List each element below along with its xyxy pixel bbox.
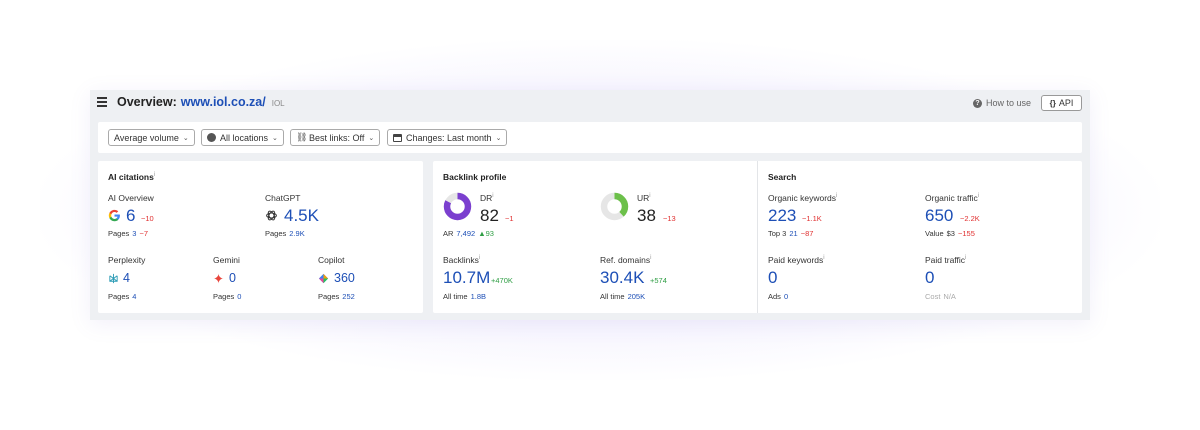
chevron-down-icon: ⌄	[368, 134, 375, 142]
dr-label: DRi	[480, 193, 494, 203]
braces-icon: {}	[1049, 98, 1056, 108]
changes-dropdown[interactable]: Changes: Last month ⌄	[387, 129, 508, 146]
section-divider	[757, 161, 758, 313]
ai-overview-delta: −10	[141, 214, 154, 223]
domain-link[interactable]: www.iol.co.za/	[180, 95, 266, 109]
paid-traffic-label: Paid traffici	[925, 255, 967, 265]
backlinks-all-time: All time 1.8B	[443, 292, 487, 301]
perplexity-icon	[109, 273, 118, 284]
ur-label: URi	[637, 193, 651, 203]
overview-widget: Overview: www.iol.co.za/IOL ? How to use …	[90, 90, 1090, 320]
dr-delta: −1	[505, 214, 514, 223]
ref-domains-label: Ref. domainsi	[600, 255, 652, 265]
api-button[interactable]: {} API	[1041, 95, 1082, 111]
backlinks-delta: +470K	[491, 276, 513, 285]
ref-domains-delta: +574	[650, 276, 667, 285]
organic-keywords-value[interactable]: 223	[768, 206, 797, 225]
header-bar: Overview: www.iol.co.za/IOL ? How to use …	[90, 90, 1090, 117]
ads-line: Ads 0	[768, 292, 789, 301]
gemini-value[interactable]: 0	[229, 271, 236, 285]
gemini-pages: Pages 0	[213, 292, 242, 301]
title-label: Overview:	[117, 95, 177, 109]
cost-line: Cost N/A	[925, 292, 956, 301]
search-title: Search	[768, 172, 797, 182]
ref-domains-all-time: All time 205K	[600, 292, 646, 301]
ai-overview-value[interactable]: 6	[126, 206, 136, 225]
ur-delta: −13	[663, 214, 676, 223]
paid-keywords-value[interactable]: 0	[768, 268, 778, 287]
chatgpt-pages: Pages 2.9K	[265, 229, 305, 238]
organic-keywords-label: Organic keywordsi	[768, 193, 838, 203]
chevron-down-icon: ⌄	[272, 134, 278, 142]
question-icon: ?	[973, 98, 982, 108]
chatgpt-label: ChatGPT	[265, 193, 301, 203]
organic-traffic-value[interactable]: 650	[925, 206, 954, 225]
ai-citations-panel: AI citationsi AI Overview 6 −10 Pages 3 −7…	[98, 161, 423, 313]
top3-line: Top 3 21 −87	[768, 229, 814, 238]
perplexity-pages: Pages 4	[108, 292, 137, 301]
organic-traffic-label: Organic traffici	[925, 193, 980, 203]
site-tag: IOL	[271, 99, 285, 108]
google-icon	[108, 209, 120, 222]
copilot-value[interactable]: 360	[334, 271, 355, 285]
filter-label: Changes: Last month	[406, 132, 492, 143]
hamburger-menu-icon[interactable]	[97, 97, 107, 107]
gemini-label: Gemini	[213, 255, 240, 265]
how-to-use-link[interactable]: ? How to use	[973, 98, 1031, 108]
globe-icon	[207, 133, 216, 142]
copilot-label: Copilot	[318, 255, 345, 265]
calendar-icon	[393, 133, 402, 142]
chevron-down-icon: ⌄	[495, 134, 502, 142]
best-links-dropdown[interactable]: ⛓ Best links: Off ⌄	[290, 129, 381, 146]
paid-keywords-label: Paid keywordsi	[768, 255, 825, 265]
ai-overview-label: AI Overview	[108, 193, 154, 203]
dr-ring-chart	[443, 192, 472, 221]
organic-keywords-delta: −1.1K	[802, 214, 822, 223]
ar-line: AR 7,492 ▲93	[443, 229, 494, 238]
ref-domains-value[interactable]: 30.4K	[600, 268, 645, 287]
filter-bar: Average volume ⌄ All locations ⌄ ⛓ Best li…	[98, 122, 1082, 153]
paid-traffic-value[interactable]: 0	[925, 268, 935, 287]
perplexity-value[interactable]: 4	[123, 271, 130, 285]
filter-label: All locations	[220, 132, 269, 143]
copilot-icon	[318, 273, 329, 284]
api-label: API	[1058, 98, 1074, 108]
filter-label: Best links: Off	[309, 132, 365, 143]
backlink-search-panel: Backlink profile DRi 82 −1 AR 7,492 ▲93 UR…	[433, 161, 1082, 313]
copilot-pages: Pages 252	[318, 292, 355, 301]
backlinks-label: Backlinksi	[443, 255, 481, 265]
gemini-icon	[213, 273, 224, 284]
chevron-down-icon: ⌄	[182, 134, 189, 142]
backlinks-value[interactable]: 10.7M	[443, 268, 491, 287]
ur-ring-chart	[600, 192, 629, 221]
ur-value[interactable]: 38	[637, 206, 656, 225]
page-title: Overview: www.iol.co.za/IOL	[117, 95, 285, 109]
average-volume-dropdown[interactable]: Average volume ⌄	[108, 129, 195, 146]
panel-title: AI citationsi	[108, 172, 156, 182]
chatgpt-icon	[266, 210, 277, 221]
organic-traffic-delta: −2.2K	[960, 214, 980, 223]
ai-overview-pages: Pages 3 −7	[108, 229, 149, 238]
dr-value[interactable]: 82	[480, 206, 499, 225]
how-to-use-label: How to use	[986, 98, 1032, 108]
backlink-profile-title: Backlink profile	[443, 172, 507, 182]
filter-label: Average volume	[114, 132, 179, 143]
traffic-value-line: Value $3 −155	[925, 229, 975, 238]
link-icon: ⛓	[296, 132, 308, 142]
locations-dropdown[interactable]: All locations ⌄	[201, 129, 284, 146]
perplexity-label: Perplexity	[108, 255, 146, 265]
chatgpt-value[interactable]: 4.5K	[284, 206, 319, 225]
